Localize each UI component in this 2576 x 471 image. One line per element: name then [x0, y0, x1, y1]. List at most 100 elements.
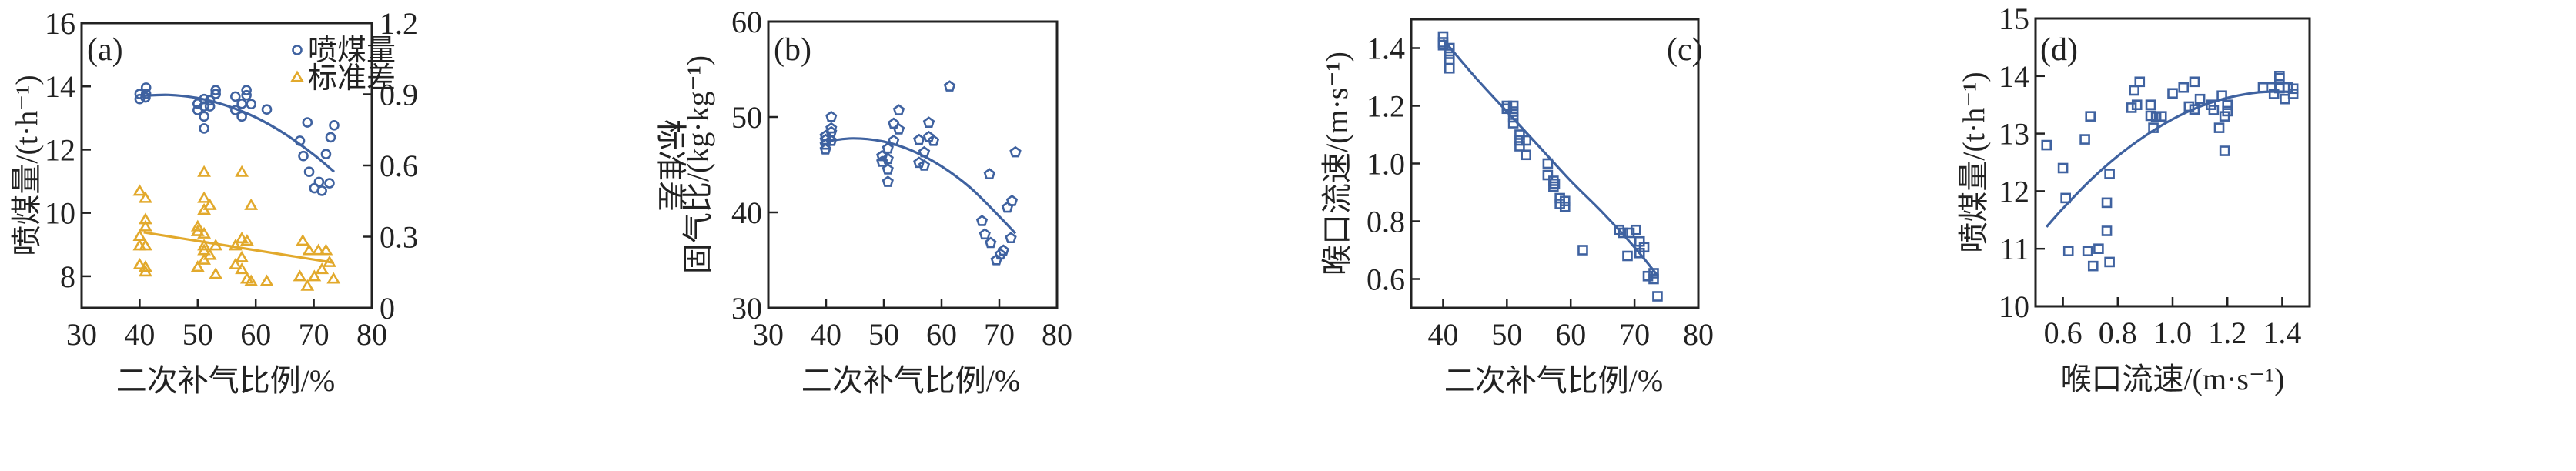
data-point-square: [1514, 129, 1525, 140]
x-axis-label: 二次补气比例/%: [801, 363, 1020, 398]
data-point-square: [2194, 93, 2206, 105]
data-point-circle: [241, 85, 252, 95]
data-point-square: [1444, 62, 1455, 74]
data-point-square: [1514, 135, 1525, 146]
data-point-square: [2216, 90, 2227, 102]
data-point-triangle: [296, 234, 310, 246]
data-point-triangle: [326, 272, 341, 284]
data-point-square: [2060, 192, 2071, 204]
data-point-triangle: [139, 191, 152, 203]
data-point-pentagon: [825, 134, 838, 146]
y-tick-label: 10: [1999, 289, 2029, 324]
data-point-triangle: [319, 243, 333, 256]
x-tick-label: 50: [1491, 317, 1522, 352]
data-point-pentagon: [1005, 232, 1017, 244]
y-tick-label: 1.4: [1367, 32, 1405, 66]
data-point-triangle: [197, 226, 212, 239]
data-point-square: [2213, 122, 2225, 133]
data-point-square: [2087, 260, 2099, 272]
series-标准差: [132, 165, 341, 291]
data-point-circle: [329, 119, 340, 131]
data-point-triangle: [235, 232, 249, 244]
data-point-square: [2178, 82, 2190, 93]
data-point-square: [1624, 227, 1635, 239]
data-point-pentagon: [882, 152, 894, 165]
data-point-square: [1542, 169, 1554, 181]
legend-label: 喷煤量: [308, 35, 396, 67]
data-point-pentagon: [882, 175, 894, 187]
data-point-square: [1507, 100, 1519, 112]
data-point-square: [1507, 112, 1519, 123]
data-point-triangle: [139, 239, 152, 251]
data-point-pentagon: [876, 155, 888, 167]
data-point-square: [2183, 101, 2195, 112]
data-point-circle: [204, 95, 216, 106]
x-tick-label: 40: [1427, 317, 1458, 352]
y-tick-label: 12: [1999, 174, 2029, 209]
data-point-triangle: [244, 198, 259, 210]
data-point-square: [2257, 82, 2269, 93]
data-point-triangle: [302, 243, 316, 256]
data-point-pentagon: [927, 134, 940, 146]
data-point-triangle: [244, 274, 259, 286]
data-point-circle: [199, 101, 209, 112]
data-point-pentagon: [876, 149, 888, 162]
data-point-circle: [320, 149, 332, 159]
data-point-square: [1444, 48, 1455, 59]
data-point-triangle: [139, 219, 152, 232]
data-point-square: [1437, 39, 1449, 51]
data-point-circle: [230, 105, 241, 115]
data-point-circle: [199, 123, 209, 134]
data-point-square: [1548, 175, 1559, 186]
panel-label: (d): [2040, 32, 2078, 68]
data-point-pentagon: [882, 163, 894, 175]
series-pentagon: [819, 80, 1022, 266]
fit-line: [142, 93, 336, 173]
data-point-square: [1501, 103, 1513, 115]
x-tick-label: 0.8: [2099, 316, 2137, 350]
data-point-triangle: [315, 262, 330, 275]
data-point-square: [2145, 110, 2156, 122]
data-point-circle: [261, 104, 273, 115]
panel-label: (c): [1667, 32, 1703, 68]
data-point-circle: [298, 150, 309, 162]
panel-d: 0.6 0.8 1.0 1.2 1.4 10 11 12 13 14 15 喉口流速/(m·s⁻¹) 喷…: [1956, 2, 2311, 396]
y-right-tick-label: 0.6: [380, 149, 418, 183]
data-point-triangle: [228, 257, 243, 270]
x-tick-label: 80: [1042, 317, 1072, 352]
data-point-triangle: [197, 239, 212, 251]
data-point-square: [1618, 227, 1628, 239]
data-point-triangle: [202, 248, 217, 260]
data-point-pentagon: [918, 145, 931, 158]
data-point-square: [2131, 99, 2143, 110]
x-tick-label: 1.0: [2153, 316, 2192, 350]
data-point-triangle: [139, 265, 152, 277]
data-point-square: [2062, 246, 2074, 256]
y-tick-label: 60: [731, 5, 762, 39]
data-point-square: [1444, 54, 1455, 65]
y-tick-label: 40: [731, 195, 762, 230]
fit-line: [828, 137, 1017, 235]
series-square: [2041, 71, 2299, 272]
data-point-square: [2104, 256, 2115, 268]
y-tick-label: 10: [45, 196, 75, 231]
y-tick-label: 13: [1999, 117, 2029, 152]
data-point-square: [2222, 105, 2233, 117]
data-point-square: [1559, 195, 1571, 207]
data-point-circle: [210, 89, 221, 99]
data-point-square: [1521, 135, 1531, 146]
data-point-square: [2156, 111, 2167, 122]
x-tick-label: 70: [984, 317, 1015, 352]
legend-label: 标准差: [308, 62, 396, 95]
data-point-square: [2287, 89, 2299, 99]
data-point-pentagon: [882, 142, 894, 154]
data-point-square: [2268, 89, 2280, 99]
data-point-pentagon: [888, 134, 900, 146]
data-point-square: [2280, 93, 2290, 105]
panel-label: (a): [87, 32, 123, 68]
panel-a: 30 40 50 60 70 80 8 10 12 14 16 0 0.3 0.6 0.9 1.2 标准差二次补…: [9, 6, 688, 398]
y-right-tick-label: 0.3: [380, 220, 418, 255]
data-point-triangle: [235, 165, 249, 177]
